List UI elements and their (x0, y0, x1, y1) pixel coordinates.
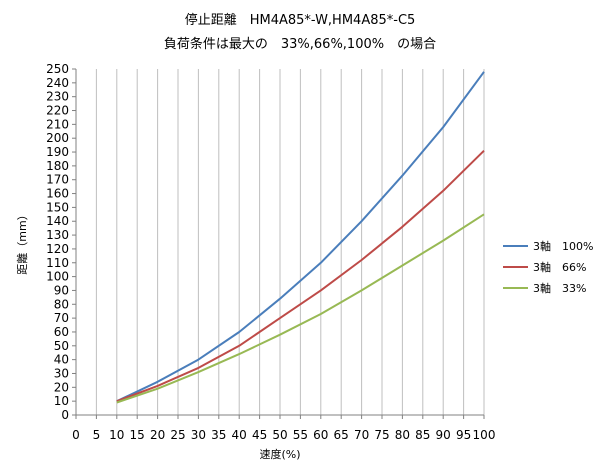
axes (72, 68, 485, 419)
x-tick-label: 50 (272, 428, 287, 442)
y-tick-labels: 0102030405060708090100110120130140150160… (46, 62, 69, 422)
y-tick-label: 60 (54, 325, 69, 339)
y-tick-label: 0 (61, 408, 69, 422)
x-tick-label: 45 (252, 428, 267, 442)
series-line-3 (116, 213, 485, 404)
y-tick-label: 10 (54, 394, 69, 408)
x-tick-label: 75 (374, 428, 389, 442)
y-tick-label: 130 (46, 228, 69, 242)
y-tick-label: 110 (46, 256, 69, 270)
y-tick-label: 150 (46, 200, 69, 214)
x-tick-labels: 0 5 10 15 20 25 30 35 40 45 50 55 60 65 70 75 80 85 90 95 10… (72, 428, 495, 442)
grid (95, 69, 485, 415)
x-tick-label: 25 (170, 428, 185, 442)
y-tick-label: 230 (46, 90, 69, 104)
x-tick-label: 85 (415, 428, 430, 442)
y-tick-label: 120 (46, 242, 69, 256)
y-tick-label: 50 (54, 339, 69, 353)
series-lines (116, 71, 485, 404)
y-tick-label: 170 (46, 173, 69, 187)
x-tick-label: 0 (72, 428, 80, 442)
y-tick-label: 220 (46, 104, 69, 118)
legend: 3軸 100% 3軸 66% 3軸 33% (503, 239, 593, 295)
y-tick-label: 190 (46, 145, 69, 159)
x-tick-label: 65 (334, 428, 349, 442)
chart-title-line-1: 停止距離 HM4A85*-W,HM4A85*-C5 (185, 12, 416, 28)
x-tick-label: 95 (456, 428, 471, 442)
x-tick-label: 60 (313, 428, 328, 442)
y-axis-title: 距離（mm） (15, 209, 29, 274)
legend-label-2: 3軸 66% (533, 260, 586, 274)
series-line-1 (116, 71, 485, 403)
chart-title: 停止距離 HM4A85*-W,HM4A85*-C5 負荷条件は最大の 33%,6… (164, 12, 436, 52)
x-tick-label: 90 (436, 428, 451, 442)
legend-label-3: 3軸 33% (533, 281, 586, 295)
x-tick-label: 100 (473, 428, 496, 442)
x-tick-label: 35 (211, 428, 226, 442)
y-tick-label: 80 (54, 297, 69, 311)
y-tick-label: 210 (46, 117, 69, 131)
y-tick-label: 20 (54, 380, 69, 394)
y-tick-label: 30 (54, 366, 69, 380)
y-tick-label: 100 (46, 270, 69, 284)
x-tick-label: 30 (191, 428, 206, 442)
x-tick-label: 15 (130, 428, 145, 442)
x-tick-label: 10 (109, 428, 124, 442)
x-tick-label: 40 (232, 428, 247, 442)
y-tick-label: 240 (46, 76, 69, 90)
y-tick-label: 250 (46, 62, 69, 76)
y-tick-label: 160 (46, 187, 69, 201)
x-axis-title: 速度(%) (259, 447, 300, 461)
y-tick-label: 140 (46, 214, 69, 228)
x-tick-label: 80 (395, 428, 410, 442)
y-tick-label: 70 (54, 311, 69, 325)
y-tick-label: 180 (46, 159, 69, 173)
x-tick-label: 20 (150, 428, 165, 442)
chart-title-line-2: 負荷条件は最大の 33%,66%,100% の場合 (164, 36, 436, 52)
legend-label-1: 3軸 100% (533, 239, 593, 253)
y-tick-label: 40 (54, 353, 69, 367)
y-tick-label: 90 (54, 283, 69, 297)
series-line-2 (116, 149, 485, 403)
y-tick-label: 200 (46, 131, 69, 145)
x-tick-label: 5 (93, 428, 101, 442)
x-tick-label: 70 (354, 428, 369, 442)
x-tick-label: 55 (293, 428, 308, 442)
